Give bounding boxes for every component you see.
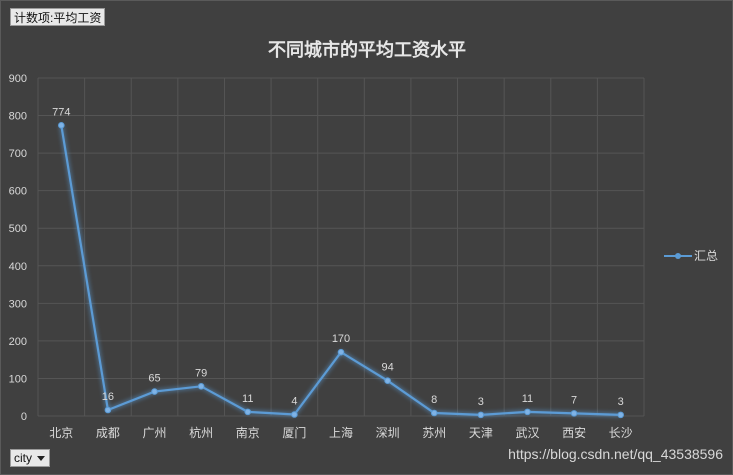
legend-label: 汇总 xyxy=(694,249,718,263)
x-tick-label: 深圳 xyxy=(376,426,400,440)
x-tick-label: 武汉 xyxy=(515,426,539,440)
chevron-down-icon xyxy=(37,456,45,461)
data-label: 79 xyxy=(195,367,207,379)
x-tick-label: 广州 xyxy=(143,426,167,440)
data-label: 65 xyxy=(148,373,160,385)
data-label: 170 xyxy=(332,333,350,345)
x-tick-label: 南京 xyxy=(236,425,260,440)
y-tick-label: 600 xyxy=(9,186,27,198)
data-point xyxy=(617,411,624,419)
y-tick-label: 800 xyxy=(9,111,27,123)
chart-title: 不同城市的平均工资水平 xyxy=(268,39,466,61)
x-tick-label: 长沙 xyxy=(609,426,633,440)
data-label: 16 xyxy=(102,391,114,403)
y-axis-ticks: 0 100 200 300 400 500 600 700 800 900 xyxy=(9,73,27,423)
series-lines xyxy=(58,122,624,419)
data-point xyxy=(524,408,531,416)
y-tick-label: 200 xyxy=(9,336,27,348)
data-label: 3 xyxy=(478,396,484,408)
value-field-button[interactable]: 计数项:平均工资 xyxy=(10,8,106,26)
x-tick-label: 上海 xyxy=(329,425,353,440)
x-tick-label: 杭州 xyxy=(189,425,213,440)
data-label: 11 xyxy=(522,393,533,405)
data-label: 774 xyxy=(52,106,70,118)
x-tick-label: 成都 xyxy=(96,426,120,440)
x-tick-label: 苏州 xyxy=(422,426,446,440)
y-tick-label: 100 xyxy=(9,373,27,385)
x-axis-ticks: 北京 成都 广州 杭州 南京 厦门 上海 深圳 苏州 天津 武汉 西安 长沙 xyxy=(49,425,632,440)
data-label: 7 xyxy=(571,394,577,406)
data-label: 3 xyxy=(618,396,624,408)
series-line xyxy=(60,125,621,416)
data-label: 4 xyxy=(291,395,297,407)
data-point xyxy=(197,383,205,390)
x-tick-label: 北京 xyxy=(49,426,73,440)
gridlines xyxy=(37,77,645,417)
y-tick-label: 0 xyxy=(21,411,27,423)
y-tick-label: 300 xyxy=(9,298,27,310)
x-tick-label: 厦门 xyxy=(282,425,306,440)
data-point xyxy=(430,409,438,417)
y-tick-label: 900 xyxy=(9,73,27,85)
axis-field-label: city xyxy=(14,451,32,465)
legend-marker xyxy=(675,253,681,259)
data-label: 11 xyxy=(242,393,253,405)
data-point xyxy=(244,408,252,416)
data-point xyxy=(477,411,485,419)
data-labels: 774 16 65 79 11 4 170 94 8 3 11 7 3 xyxy=(52,106,624,408)
x-tick-label: 天津 xyxy=(469,426,493,440)
data-point xyxy=(58,122,65,129)
y-tick-label: 400 xyxy=(9,261,27,273)
y-tick-label: 700 xyxy=(9,148,27,160)
data-point xyxy=(337,348,345,356)
x-tick-label: 西安 xyxy=(562,425,586,440)
watermark: https://blog.csdn.net/qq_43538596 xyxy=(508,446,723,462)
axis-field-button[interactable]: city xyxy=(10,449,50,467)
data-label: 8 xyxy=(431,394,437,406)
legend: 汇总 xyxy=(664,249,718,263)
data-point xyxy=(570,410,578,417)
data-point xyxy=(291,411,298,418)
data-point xyxy=(104,406,112,414)
data-point xyxy=(151,388,158,395)
data-label: 94 xyxy=(381,362,393,374)
y-tick-label: 500 xyxy=(9,223,27,235)
data-point xyxy=(384,377,391,384)
